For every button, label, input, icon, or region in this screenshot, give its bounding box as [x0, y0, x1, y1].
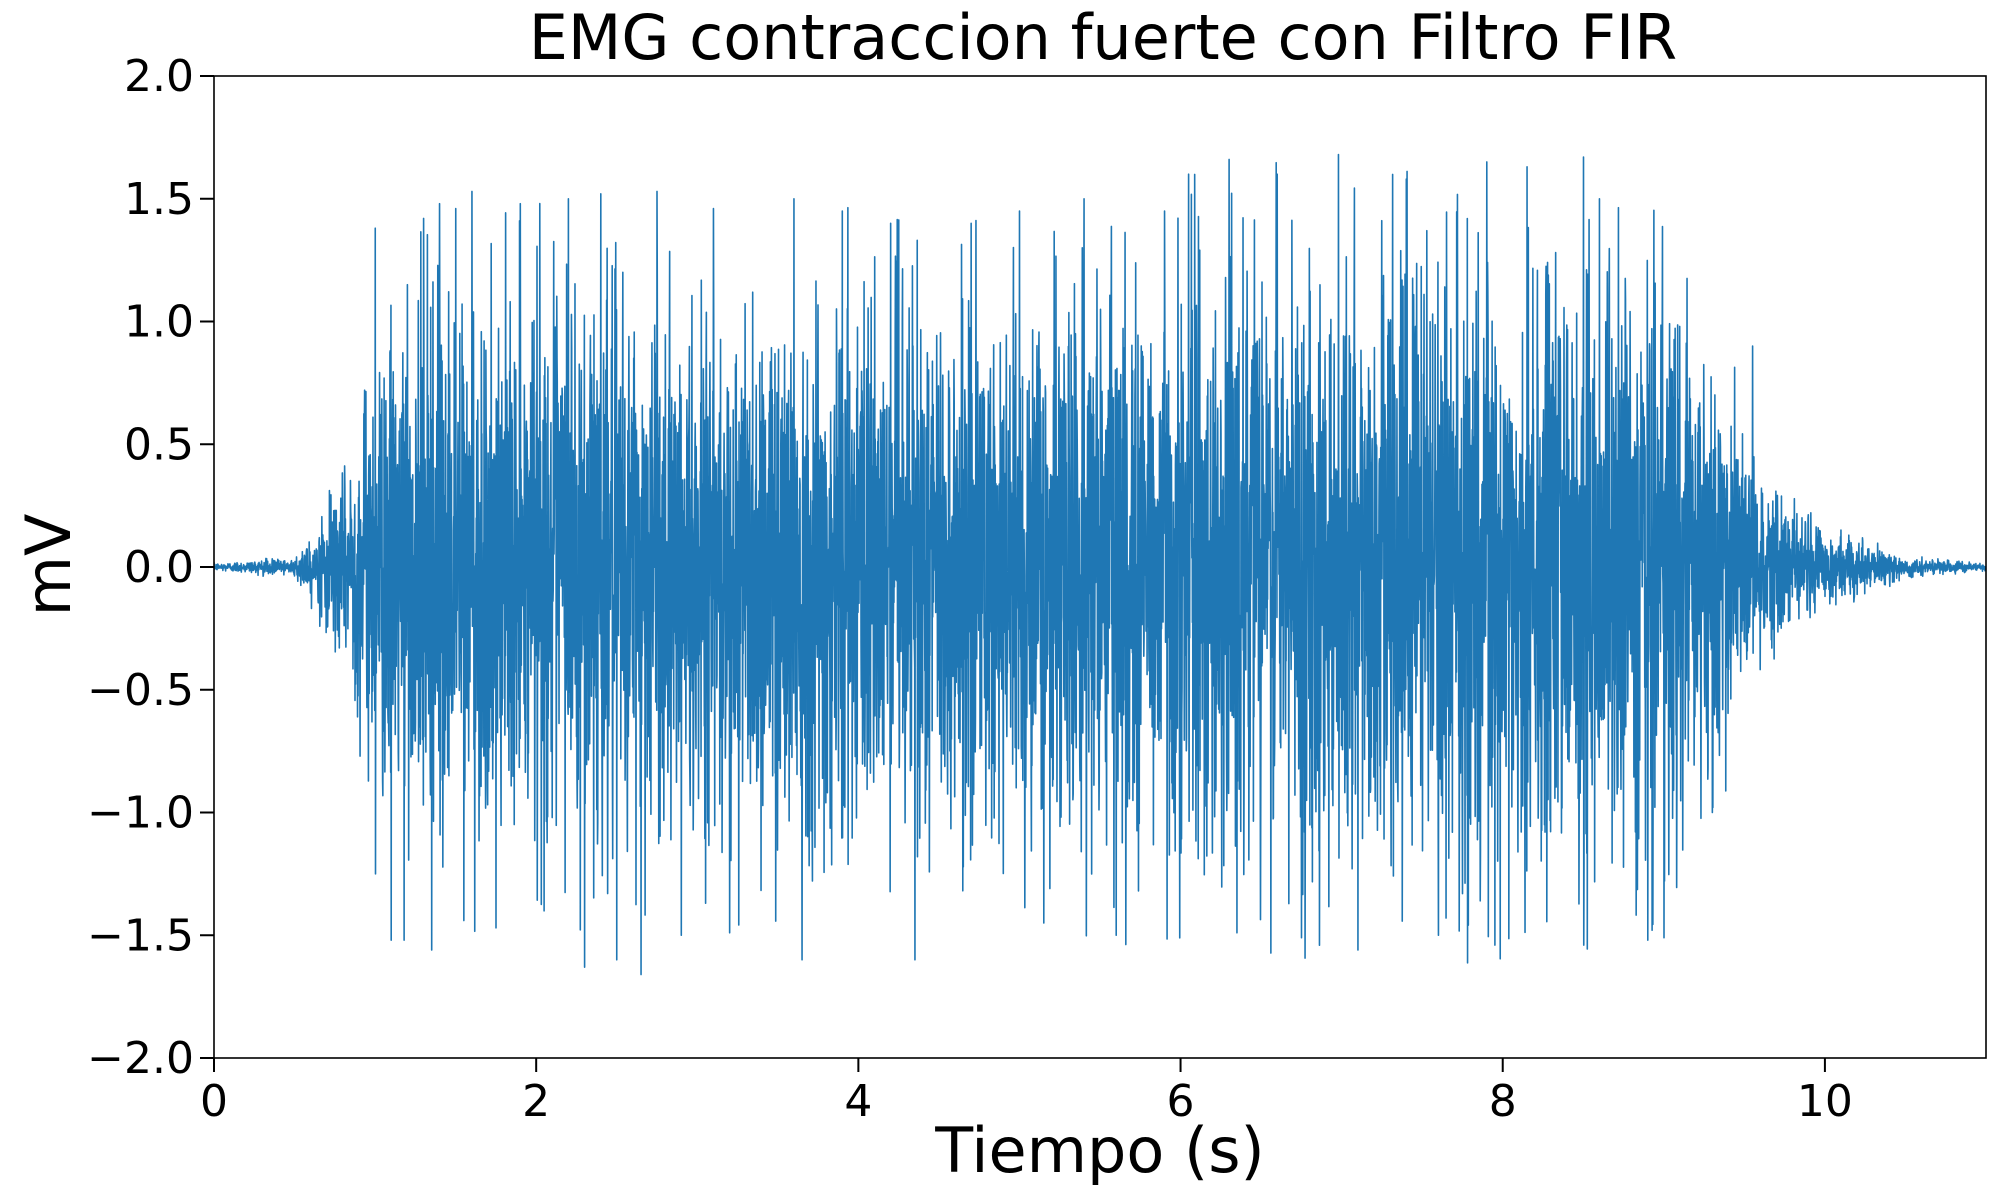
y-tick-label: 2.0 — [124, 51, 194, 102]
chart-title: EMG contraccion fuerte con Filtro FIR — [529, 1, 1678, 74]
y-tick-label: −0.5 — [87, 665, 194, 716]
y-tick-label: −1.5 — [87, 910, 194, 961]
x-tick-label: 0 — [200, 1076, 228, 1127]
plot-area — [214, 153, 1986, 976]
y-tick-label: −2.0 — [87, 1033, 194, 1084]
x-tick-label: 2 — [522, 1076, 550, 1127]
emg-signal-line — [214, 153, 1986, 976]
y-tick-label: 0.5 — [124, 419, 194, 470]
y-tick-label: 1.5 — [124, 174, 194, 225]
x-tick-label: 6 — [1167, 1076, 1195, 1127]
y-tick-label: 0.0 — [124, 542, 194, 593]
axes: 0 2 4 6 8 10 −2.0 −1.5 −1.0 −0.5 0.0 0.5 1.0 1.5 2.0 — [87, 51, 1987, 1127]
x-tick-label: 8 — [1489, 1076, 1517, 1127]
x-tick-label: 4 — [844, 1076, 872, 1127]
x-tick-label: 10 — [1797, 1076, 1853, 1127]
y-axis-title: mV — [12, 514, 85, 617]
y-tick-label: 1.0 — [124, 297, 194, 348]
x-axis-title: Tiempo (s) — [934, 1114, 1264, 1187]
y-tick-label: −1.0 — [87, 788, 194, 839]
